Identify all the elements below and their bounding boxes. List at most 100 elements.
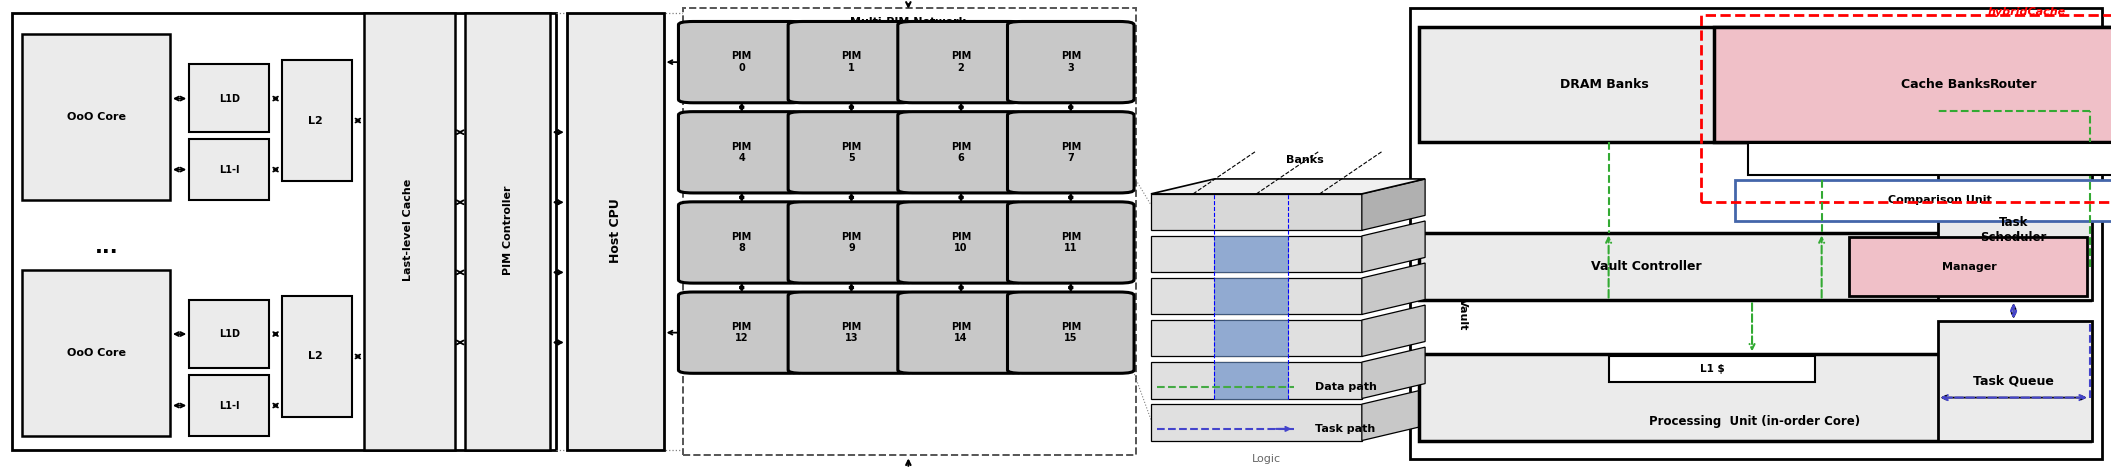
Polygon shape bbox=[1151, 179, 1426, 194]
Bar bbox=[682, 8, 1136, 454]
Text: L2: L2 bbox=[308, 352, 323, 361]
Text: PIM
4: PIM 4 bbox=[731, 141, 752, 163]
Bar bbox=[23, 270, 171, 436]
Text: OoO Core: OoO Core bbox=[68, 112, 127, 122]
Bar bbox=[13, 13, 555, 450]
Text: L1-I: L1-I bbox=[220, 400, 239, 410]
Text: Task Queue: Task Queue bbox=[1973, 374, 2055, 387]
FancyBboxPatch shape bbox=[678, 202, 805, 283]
Polygon shape bbox=[1362, 221, 1426, 273]
Text: PIM Controller: PIM Controller bbox=[503, 186, 513, 275]
Text: PIM
7: PIM 7 bbox=[1060, 141, 1081, 163]
Text: L1 $: L1 $ bbox=[1700, 364, 1723, 374]
Polygon shape bbox=[1214, 278, 1288, 314]
Polygon shape bbox=[1151, 194, 1362, 230]
Text: Task path: Task path bbox=[1316, 424, 1375, 434]
Bar bbox=[1419, 27, 2112, 141]
Bar bbox=[1411, 8, 2101, 459]
Bar bbox=[190, 139, 268, 200]
Text: PIM
10: PIM 10 bbox=[950, 232, 972, 253]
Text: Last-level Cache: Last-level Cache bbox=[403, 179, 414, 282]
Bar bbox=[1736, 180, 2112, 221]
Bar bbox=[1609, 356, 1816, 382]
Bar bbox=[465, 13, 549, 450]
Text: OoO Core: OoO Core bbox=[68, 348, 127, 358]
Text: PIM
13: PIM 13 bbox=[841, 322, 862, 344]
Bar bbox=[1419, 354, 2089, 440]
Bar bbox=[190, 64, 268, 132]
Text: Logic: Logic bbox=[1252, 454, 1282, 464]
Polygon shape bbox=[1214, 236, 1288, 273]
Text: PIM
15: PIM 15 bbox=[1060, 322, 1081, 344]
Bar bbox=[566, 13, 663, 450]
Text: Task
Scheduler: Task Scheduler bbox=[1981, 216, 2047, 244]
Text: PIM
0: PIM 0 bbox=[731, 51, 752, 73]
Polygon shape bbox=[1362, 263, 1426, 314]
Polygon shape bbox=[1151, 278, 1362, 314]
Text: PIM
12: PIM 12 bbox=[731, 322, 752, 344]
Bar bbox=[1850, 237, 2087, 296]
Text: PIM
5: PIM 5 bbox=[841, 141, 862, 163]
FancyBboxPatch shape bbox=[788, 292, 914, 373]
Text: ...: ... bbox=[95, 237, 118, 257]
Bar bbox=[23, 34, 171, 200]
Bar bbox=[1937, 160, 2091, 300]
FancyBboxPatch shape bbox=[1007, 202, 1134, 283]
Polygon shape bbox=[1151, 404, 1362, 440]
Text: Cache Banks: Cache Banks bbox=[1901, 78, 1992, 91]
Text: PIM
6: PIM 6 bbox=[950, 141, 972, 163]
Polygon shape bbox=[1151, 320, 1362, 356]
Bar bbox=[1937, 27, 2091, 141]
Polygon shape bbox=[1151, 236, 1362, 273]
Bar bbox=[281, 296, 351, 417]
Text: L1D: L1D bbox=[220, 329, 239, 339]
Text: Host CPU: Host CPU bbox=[608, 198, 621, 263]
Text: PIM
8: PIM 8 bbox=[731, 232, 752, 253]
FancyBboxPatch shape bbox=[788, 22, 914, 103]
FancyBboxPatch shape bbox=[788, 202, 914, 283]
Text: L1D: L1D bbox=[220, 94, 239, 103]
Polygon shape bbox=[1362, 305, 1426, 356]
Text: TAG cache: TAG cache bbox=[1918, 154, 1970, 164]
FancyBboxPatch shape bbox=[898, 112, 1024, 193]
Text: PIM
11: PIM 11 bbox=[1060, 232, 1081, 253]
Text: Manager: Manager bbox=[1941, 262, 1996, 272]
Text: Vault Controller: Vault Controller bbox=[1590, 260, 1702, 273]
FancyBboxPatch shape bbox=[1007, 292, 1134, 373]
FancyBboxPatch shape bbox=[1007, 22, 1134, 103]
Bar bbox=[1937, 321, 2091, 440]
Text: PIM
2: PIM 2 bbox=[950, 51, 972, 73]
Text: Router: Router bbox=[1990, 78, 2038, 91]
Text: Multi-PIM Network: Multi-PIM Network bbox=[851, 17, 967, 27]
FancyBboxPatch shape bbox=[788, 112, 914, 193]
FancyBboxPatch shape bbox=[898, 202, 1024, 283]
Text: PIM
14: PIM 14 bbox=[950, 322, 972, 344]
Text: PIM
9: PIM 9 bbox=[841, 232, 862, 253]
FancyBboxPatch shape bbox=[898, 22, 1024, 103]
Bar bbox=[1715, 27, 2112, 141]
Text: L2: L2 bbox=[308, 116, 323, 125]
FancyBboxPatch shape bbox=[678, 112, 805, 193]
Text: Comparison Unit: Comparison Unit bbox=[1888, 196, 1992, 205]
Polygon shape bbox=[1214, 362, 1288, 399]
Text: Processing  Unit (in-order Core): Processing Unit (in-order Core) bbox=[1649, 415, 1861, 428]
Bar bbox=[190, 375, 268, 436]
Bar bbox=[1419, 233, 2089, 300]
FancyBboxPatch shape bbox=[1007, 112, 1134, 193]
FancyBboxPatch shape bbox=[678, 22, 805, 103]
Polygon shape bbox=[1214, 320, 1288, 356]
Polygon shape bbox=[1151, 362, 1362, 399]
Text: PIM
1: PIM 1 bbox=[841, 51, 862, 73]
Polygon shape bbox=[1362, 347, 1426, 399]
Text: DRAM Banks: DRAM Banks bbox=[1561, 78, 1649, 91]
Text: Vault: Vault bbox=[1457, 298, 1468, 330]
Bar bbox=[363, 13, 454, 450]
Bar bbox=[1749, 143, 2112, 175]
Text: hybridCache: hybridCache bbox=[1987, 7, 2066, 16]
Bar bbox=[281, 60, 351, 181]
Polygon shape bbox=[1362, 179, 1426, 230]
Text: Data path: Data path bbox=[1316, 382, 1377, 392]
Text: Banks: Banks bbox=[1286, 155, 1324, 165]
Text: PIM
3: PIM 3 bbox=[1060, 51, 1081, 73]
FancyBboxPatch shape bbox=[898, 292, 1024, 373]
